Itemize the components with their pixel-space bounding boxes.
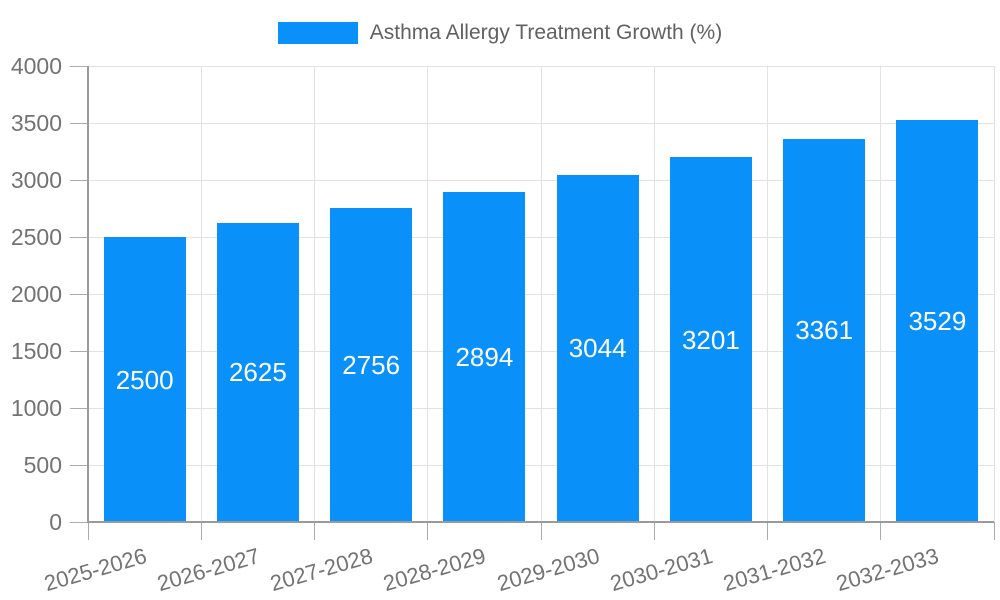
bar[interactable] xyxy=(330,207,413,522)
bar[interactable] xyxy=(556,174,639,522)
x-axis-line xyxy=(88,521,994,523)
y-tick xyxy=(70,521,88,523)
x-tick xyxy=(200,522,202,540)
x-tick xyxy=(767,522,768,540)
bar[interactable] xyxy=(103,237,186,522)
y-axis-line xyxy=(87,66,89,523)
bar[interactable] xyxy=(443,192,526,522)
bar-value-label: 3201 xyxy=(681,324,740,355)
y-axis-label: 0 xyxy=(49,508,62,535)
bar[interactable] xyxy=(783,138,866,522)
bar[interactable] xyxy=(896,119,979,522)
y-tick xyxy=(70,350,88,352)
v-gridline xyxy=(314,66,315,522)
bar-value-label: 2500 xyxy=(115,364,174,395)
legend-swatch-icon xyxy=(277,22,358,44)
x-tick xyxy=(993,522,995,540)
x-tick xyxy=(427,522,429,540)
y-tick xyxy=(70,236,88,238)
y-axis-label: 3000 xyxy=(10,166,62,193)
bar-value-label: 2625 xyxy=(228,357,287,388)
bar-value-label: 3529 xyxy=(908,305,967,336)
y-tick xyxy=(70,65,88,67)
y-tick xyxy=(70,464,88,466)
y-axis-label: 1500 xyxy=(10,337,62,364)
x-tick xyxy=(87,522,89,540)
v-gridline xyxy=(767,66,768,522)
bar[interactable] xyxy=(216,222,299,522)
y-axis-label: 3500 xyxy=(10,109,62,136)
x-tick xyxy=(314,522,315,540)
x-tick xyxy=(540,522,542,540)
bar-value-label: 3044 xyxy=(568,333,627,364)
v-gridline xyxy=(993,66,995,522)
y-tick xyxy=(70,293,88,295)
v-gridline xyxy=(200,66,202,522)
x-tick xyxy=(653,522,655,540)
bar-value-label: 3361 xyxy=(795,315,854,346)
y-axis-label: 500 xyxy=(23,451,62,478)
bar[interactable] xyxy=(669,157,752,522)
y-axis-label: 2000 xyxy=(10,280,62,307)
y-axis-label: 2500 xyxy=(10,223,62,250)
x-tick xyxy=(880,522,882,540)
v-gridline xyxy=(540,66,542,522)
v-gridline xyxy=(880,66,882,522)
bar-value-label: 2756 xyxy=(342,349,401,380)
v-gridline xyxy=(427,66,429,522)
y-axis-label: 1000 xyxy=(10,394,62,421)
y-axis-label: 4000 xyxy=(10,52,62,79)
legend-label: Asthma Allergy Treatment Growth (%) xyxy=(369,21,723,44)
y-tick xyxy=(70,122,88,124)
v-gridline xyxy=(653,66,655,522)
y-tick xyxy=(70,407,88,409)
y-tick xyxy=(70,179,88,181)
legend[interactable]: Asthma Allergy Treatment Growth (%) xyxy=(0,21,1000,45)
bar-value-label: 2894 xyxy=(455,342,514,373)
